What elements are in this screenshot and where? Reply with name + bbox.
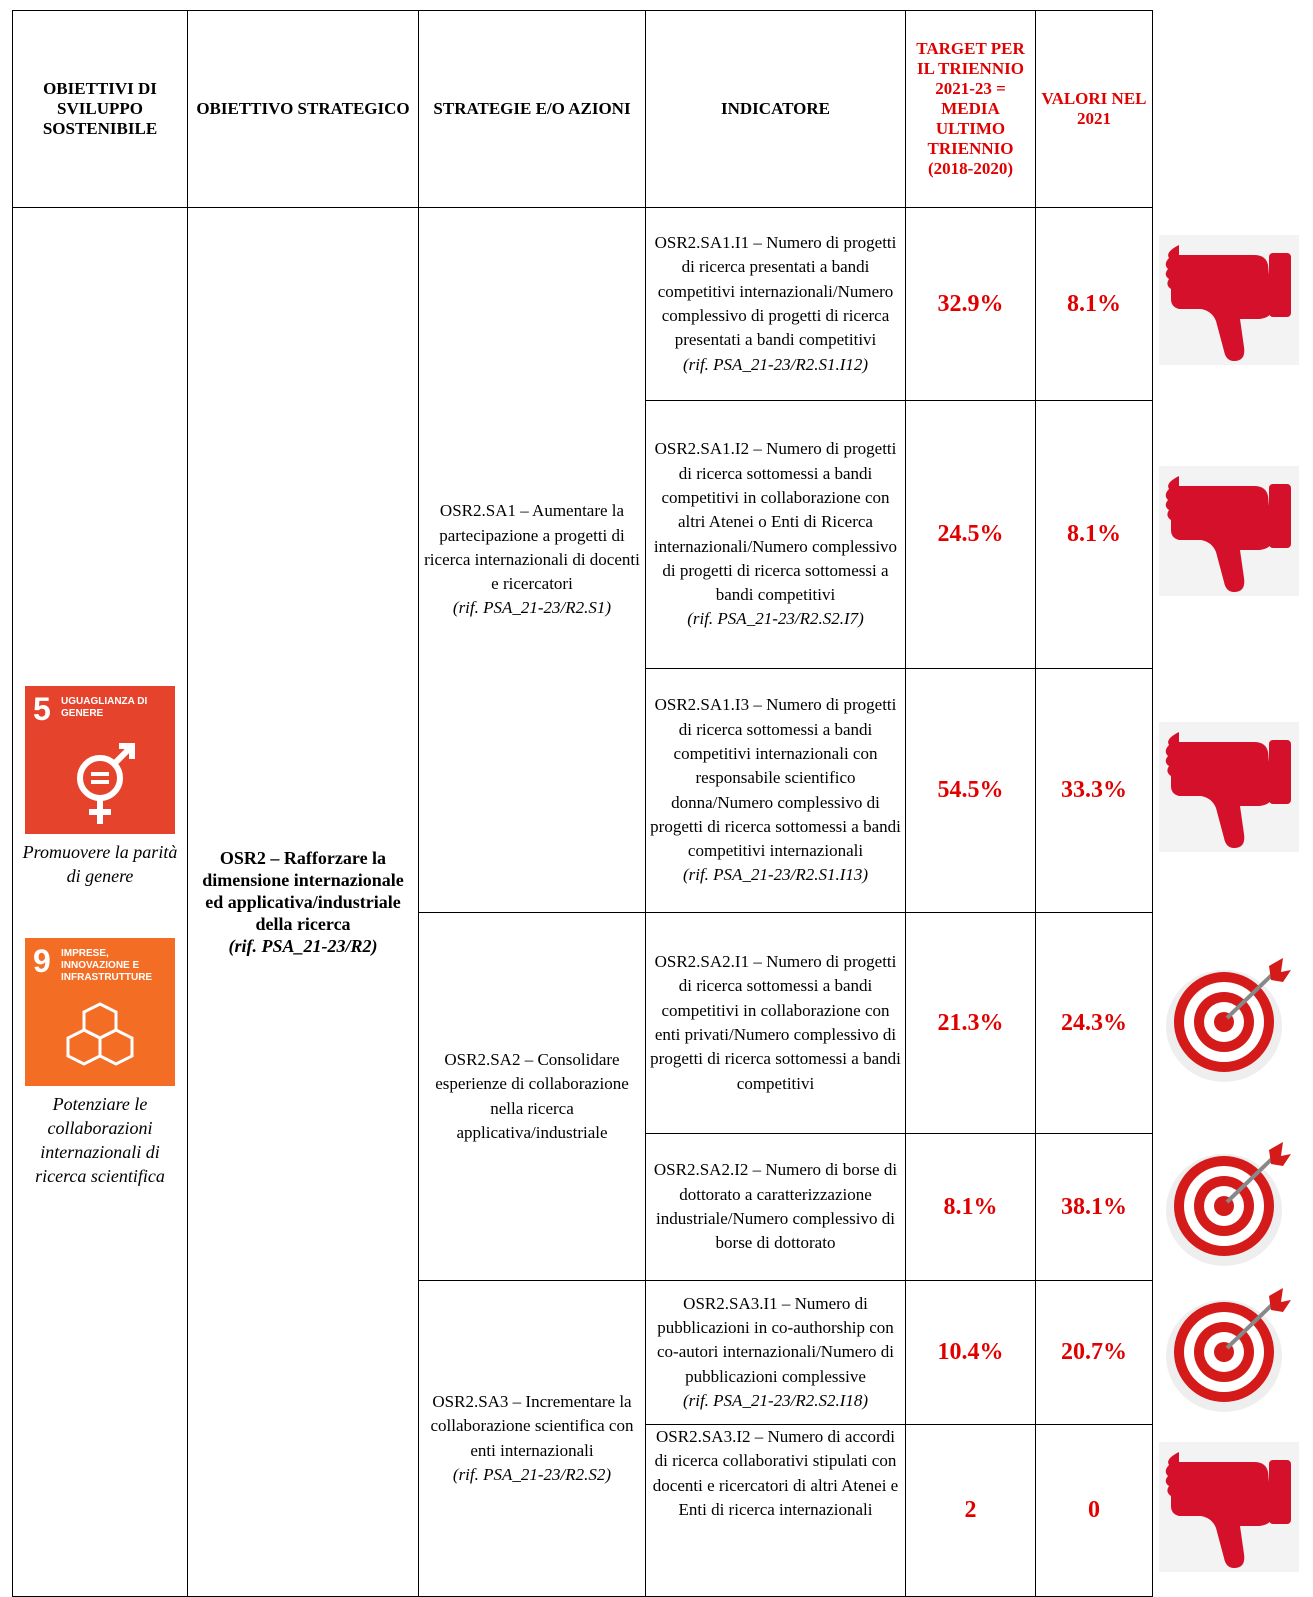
value-cell: 24.3% [1035,912,1153,1134]
icon-cell [1152,207,1306,401]
sdg-name: UGUAGLIANZA DI GENERE [61,696,148,719]
value-cell: 0 [1035,1424,1153,1597]
icon-cell [1152,400,1306,669]
strategy-ref: (rif. PSA_21-23/R2.S2) [452,1464,612,1484]
header-cell: VALORI NEL 2021 [1035,10,1153,208]
objective-ref: (rif. PSA_21-23/R2) [228,936,378,956]
indicator-text: OSR2.SA2.I1 – Numero di progetti di rice… [650,952,901,1093]
sdg-number: 5 [33,691,51,727]
value-cell: 38.1% [1035,1133,1153,1281]
indicator-ref: (rif. PSA_21-23/R2.S2.I7) [687,609,864,629]
sdg-number: 9 [33,943,51,979]
indicator-cell: OSR2.SA2.I1 – Numero di progetti di rice… [645,912,906,1134]
target-cell: 54.5% [905,668,1036,913]
header-cell: STRATEGIE E/O AZIONI [418,10,646,208]
indicator-ref: (rif. PSA_21-23/R2.S1.I12) [682,354,869,374]
objective-title: OSR2 – Rafforzare la dimensione internaz… [202,848,404,934]
target-cell: 24.5% [905,400,1036,669]
target-cell: 8.1% [905,1133,1036,1281]
value-cell: 8.1% [1035,207,1153,401]
indicator-text: OSR2.SA1.I1 – Numero di progetti di rice… [654,233,897,350]
thumbs-down-icon [1159,235,1299,365]
header-cell: OBIETTIVI DI SVILUPPO SOSTENIBILE [12,10,188,208]
indicator-ref: (rif. PSA_21-23/R2.S1.I13) [682,865,869,885]
strategy-text: OSR2.SA2 – Consolidare esperienze di col… [435,1049,629,1142]
icon-cell [1152,668,1306,913]
thumbs-down-icon [1159,466,1299,596]
header-cell: INDICATORE [645,10,906,208]
indicator-cell: OSR2.SA3.I1 – Numero di pubblicazioni in… [645,1280,906,1425]
goal-caption: Promuovere la parità di genere [22,842,178,886]
indicator-ref: (rif. PSA_21-23/R2.S2.I18) [682,1390,869,1410]
indicator-text: OSR2.SA1.I2 – Numero di progetti di rice… [653,439,898,605]
icon-cell [1152,1424,1306,1597]
indicator-cell: OSR2.SA2.I2 – Numero di borse di dottora… [645,1133,906,1281]
indicator-text: OSR2.SA1.I3 – Numero di progetti di rice… [650,695,901,861]
icon-cell [1152,912,1306,1134]
indicator-cell: OSR2.SA1.I3 – Numero di progetti di rice… [645,668,906,913]
target-icon [1159,1138,1299,1268]
strategy-text: OSR2.SA1 – Aumentare la partecipazione a… [424,501,640,594]
indicator-text: OSR2.SA3.I1 – Numero di pubblicazioni in… [657,1293,894,1386]
indicator-table: OBIETTIVI DI SVILUPPO SOSTENIBILE OBIETT… [12,10,1306,1597]
sdg-icon: 5 UGUAGLIANZA DI GENERE [25,686,175,834]
thumbs-down-icon [1159,1442,1299,1572]
objective-cell: OSR2 – Rafforzare la dimensione internaz… [187,207,419,1597]
sdg-name: IMPRESE, INNOVAZIONE E INFRASTRUTTURE [61,948,153,983]
target-icon [1159,1284,1299,1414]
sdg-icon: 9 IMPRESE, INNOVAZIONE E INFRASTRUTTURE [25,938,175,1086]
strategy-text: OSR2.SA3 – Incrementare la collaborazion… [430,1391,634,1460]
icon-cell [1152,1280,1306,1425]
goal-caption: Potenziare le collaborazioni internazion… [35,1094,165,1186]
value-cell: 20.7% [1035,1280,1153,1425]
value-cell: 33.3% [1035,668,1153,913]
strategy-ref: (rif. PSA_21-23/R2.S1) [452,598,612,618]
target-cell: 21.3% [905,912,1036,1134]
indicator-text: OSR2.SA2.I2 – Numero di borse di dottora… [653,1160,898,1253]
icon-cell [1152,10,1306,208]
indicator-text: OSR2.SA3.I2 – Numero di accordi di ricer… [652,1427,899,1519]
target-icon [1159,954,1299,1084]
target-cell: 2 [905,1424,1036,1597]
strategy-cell: OSR2.SA1 – Aumentare la partecipazione a… [418,207,646,913]
strategy-cell: OSR2.SA2 – Consolidare esperienze di col… [418,912,646,1281]
target-cell: 32.9% [905,207,1036,401]
value-cell: 8.1% [1035,400,1153,669]
thumbs-down-icon [1159,722,1299,852]
goals-cell: 5 UGUAGLIANZA DI GENERE Promuovere la pa… [12,207,188,1597]
indicator-cell: OSR2.SA1.I2 – Numero di progetti di rice… [645,400,906,669]
header-cell: OBIETTIVO STRATEGICO [187,10,419,208]
indicator-cell: OSR2.SA3.I2 – Numero di accordi di ricer… [645,1424,906,1597]
header-cell: TARGET PER IL TRIENNIO 2021-23 = MEDIA U… [905,10,1036,208]
icon-cell [1152,1133,1306,1281]
target-cell: 10.4% [905,1280,1036,1425]
indicator-cell: OSR2.SA1.I1 – Numero di progetti di rice… [645,207,906,401]
strategy-cell: OSR2.SA3 – Incrementare la collaborazion… [418,1280,646,1597]
